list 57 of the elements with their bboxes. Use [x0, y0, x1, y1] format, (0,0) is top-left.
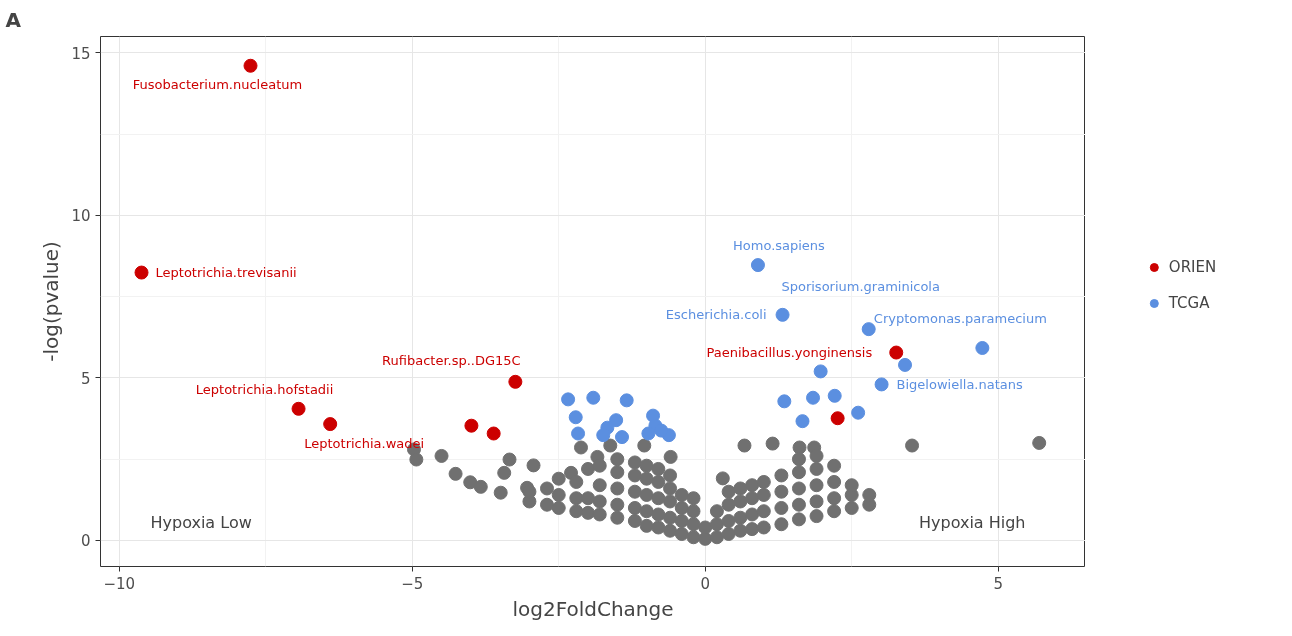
legend-label: TCGA — [1168, 294, 1210, 312]
point — [486, 426, 501, 441]
point — [323, 417, 338, 432]
x-tick-label: 5 — [993, 574, 1003, 593]
annotation: Bigelowiella.natans — [896, 376, 1023, 392]
legend-label: ORIEN — [1168, 258, 1217, 276]
point — [134, 265, 149, 280]
point — [827, 388, 842, 403]
annotation: Homo.sapiens — [733, 237, 826, 253]
point — [619, 393, 634, 408]
annotation: Hypoxia High — [918, 512, 1026, 532]
y-axis-title: -log(pvalue) — [39, 241, 64, 362]
annotation: Sporisorium.graminicola — [781, 278, 940, 294]
point — [508, 374, 523, 389]
point — [795, 414, 810, 429]
y-tick-label: 0 — [80, 532, 91, 551]
annotation: Leptotrichia.trevisanii — [155, 265, 297, 281]
point — [777, 394, 792, 409]
x-tick-label: 0 — [700, 574, 710, 593]
annotation: Hypoxia Low — [150, 512, 252, 532]
x-tick-label: −10 — [103, 574, 136, 593]
point — [464, 418, 479, 433]
annotation: Leptotrichia.wadei — [304, 435, 425, 451]
point — [586, 390, 601, 405]
point — [813, 364, 828, 379]
annotation: Leptotrichia.hofstadii — [195, 382, 334, 398]
text: A — [5, 7, 22, 32]
annotation: Rufibacter.sp..DG15C — [382, 353, 521, 369]
y-tick-label: 5 — [80, 369, 91, 388]
x-tick-label: −5 — [401, 574, 424, 593]
point — [861, 322, 876, 337]
point — [615, 430, 630, 445]
point — [641, 426, 656, 441]
point — [596, 428, 611, 443]
point — [830, 411, 845, 426]
annotation: Cryptomonas.paramecium — [873, 311, 1047, 327]
y-tick-label: 15 — [71, 44, 91, 63]
annotation: Escherichia.coli — [665, 307, 767, 323]
point — [568, 410, 583, 425]
point — [291, 401, 306, 416]
annotation: Fusobacterium.nucleatum — [132, 77, 303, 93]
point — [874, 377, 889, 392]
x-axis-title: log2FoldChange — [512, 596, 674, 621]
point — [851, 405, 866, 420]
point — [898, 357, 913, 372]
point — [654, 423, 669, 438]
y-tick-label: 10 — [71, 207, 91, 226]
point — [750, 258, 765, 273]
point — [561, 392, 576, 407]
point — [806, 390, 821, 405]
point — [975, 341, 990, 355]
point — [243, 58, 258, 73]
point — [775, 307, 790, 322]
point — [889, 345, 904, 360]
point — [571, 426, 586, 441]
point — [609, 413, 624, 428]
annotation: Paenibacillus.yonginensis — [706, 345, 873, 361]
